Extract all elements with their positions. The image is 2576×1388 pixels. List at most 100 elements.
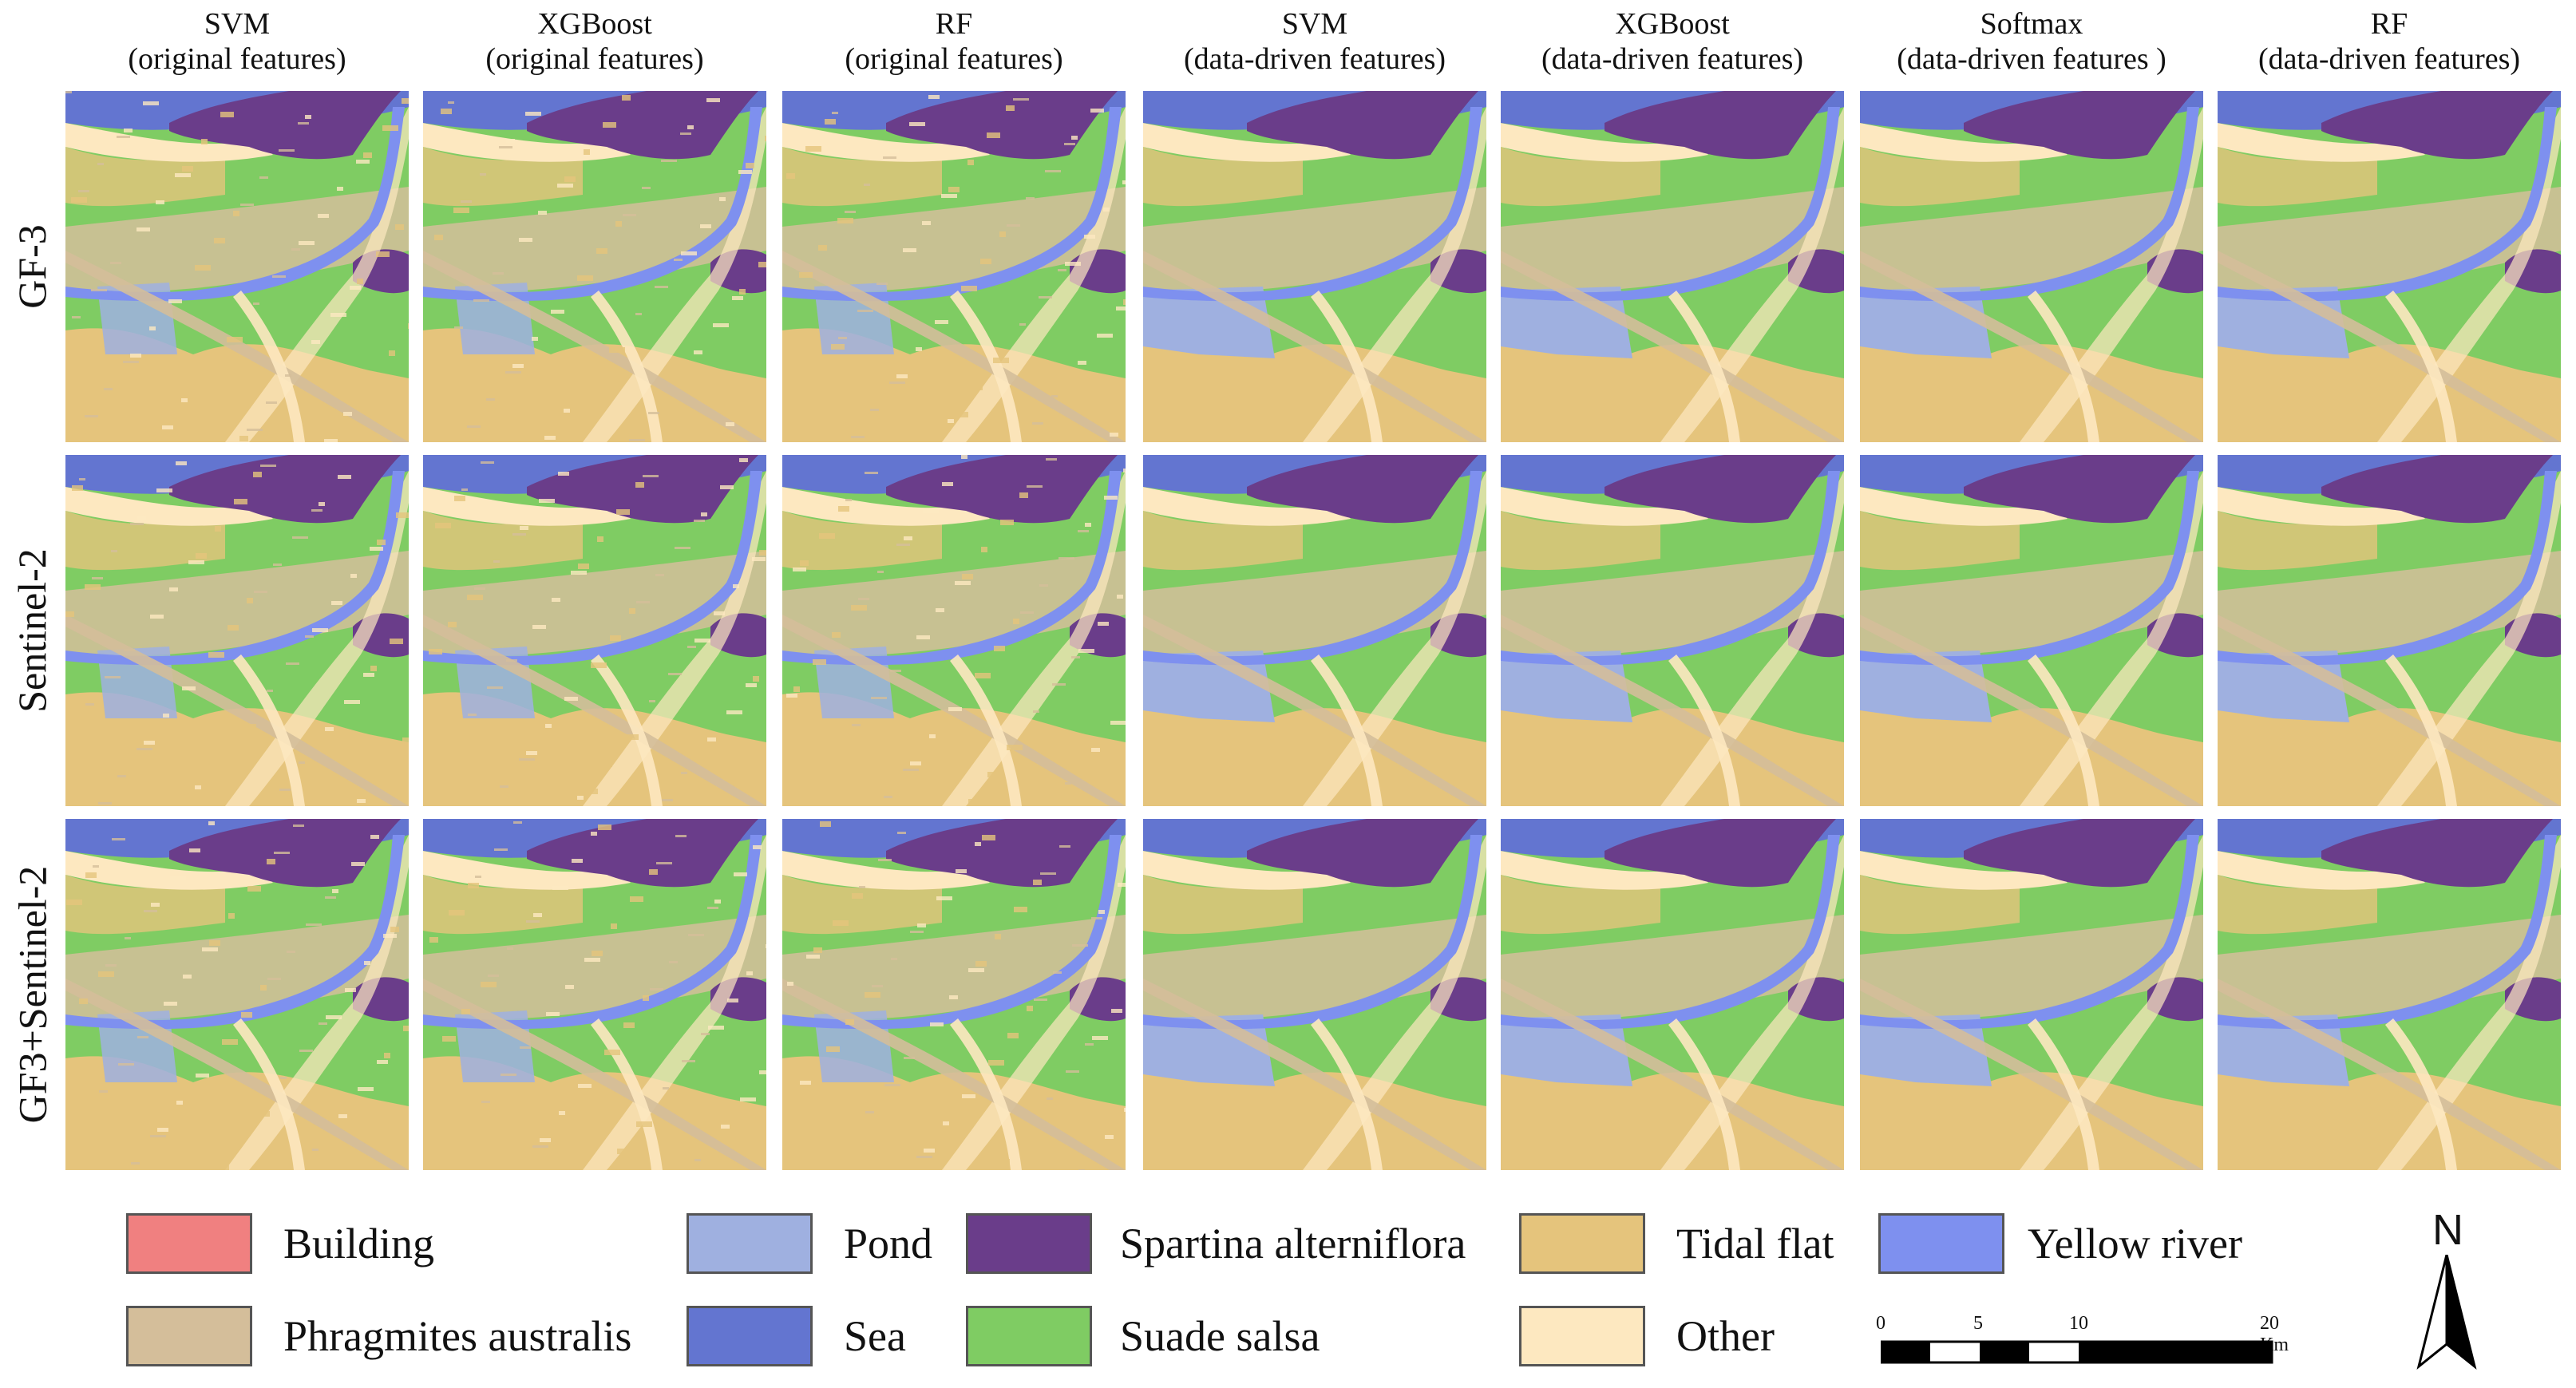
noise-patch [813,947,822,953]
legend-swatch-yellow-river [1878,1213,2004,1274]
noise-patch [513,821,522,824]
noise-patch [909,122,925,126]
noise-patch [720,485,734,489]
tidal-flat-area [1143,692,1486,806]
noise-patch [144,910,157,912]
scale-bar-graphic [1881,1340,2273,1364]
noise-patch [917,923,926,927]
noise-patch [429,649,442,654]
noise-patch [930,1022,944,1026]
noise-patch [512,364,524,368]
noise-patch [949,995,958,999]
noise-patch [505,371,521,374]
noise-patch [247,598,253,603]
noise-patch [635,313,642,315]
noise-patch [402,98,409,104]
noise-patch [92,577,103,579]
noise-patch [675,835,687,837]
noise-patch [395,224,404,230]
noise-patch [1085,523,1091,527]
noise-patch [629,608,635,614]
noise-patch [486,398,495,401]
noise-patch [494,848,508,851]
noise-patch [622,95,631,101]
other-coastal-band [2218,123,2425,162]
spartina-area [1605,91,1836,160]
noise-patch [793,567,806,571]
noise-patch [130,523,144,525]
noise-patch [642,187,651,189]
noise-patch [857,310,873,312]
noise-patch [962,1094,975,1098]
noise-patch [117,775,126,777]
noise-patch [1105,1135,1114,1139]
noise-patch [956,869,967,873]
noise-patch [935,320,948,324]
noise-patch [337,187,343,191]
noise-patch [928,95,940,99]
tidal-flat-area [1501,328,1844,442]
noise-patch [1040,872,1056,875]
noise-patch [793,856,802,860]
levee-diagonal [782,251,1126,442]
road-diagonal [591,654,663,806]
noise-patch [890,670,901,672]
noise-patch [71,197,87,203]
noise-patch [183,975,192,979]
noise-patch [1013,619,1019,624]
tidal-flat-area [1501,692,1844,806]
noise-patch [532,1145,548,1148]
noise-patch [356,160,370,164]
noise-patch [156,488,172,492]
noise-patch [435,523,451,528]
noise-patch [78,190,89,192]
noise-patch [865,992,880,998]
noise-patch [611,923,617,929]
noise-patch [72,485,83,491]
noise-patch [818,245,827,251]
noise-patch [825,119,836,125]
noise-patch [384,1053,390,1058]
noise-patch [260,465,276,467]
road-diagonal [1311,1018,1383,1170]
noise-patch [241,1012,252,1018]
noise-patch [1078,649,1094,653]
noise-patch [157,1128,168,1132]
noise-patch [578,1084,592,1088]
noise-patch [273,564,282,566]
spartina-area [169,91,401,160]
noise-patch [1000,520,1014,525]
noise-patch [332,889,338,893]
noise-patch [331,601,342,605]
noise-patch [1071,136,1078,140]
noise-patch [305,635,314,638]
noise-patch [838,506,849,512]
noise-patch [746,163,754,168]
tidal-flat-area [65,692,409,806]
levee-diagonal [1860,251,2203,442]
noise-patch [228,913,235,919]
spartina-area [886,455,1118,524]
noise-patch [609,347,625,353]
noise-patch [923,509,939,513]
noise-patch [1118,883,1126,887]
noise-patch [669,961,678,963]
noise-patch [499,146,512,148]
noise-patch [845,499,852,501]
noise-patch [858,1118,872,1124]
noise-patch [79,998,88,1004]
noise-patch [994,646,1005,651]
noise-patch [831,344,845,350]
noise-patch [312,1149,319,1151]
noise-patch [649,700,655,702]
noise-patch [826,1046,840,1052]
noise-patch [635,482,644,488]
noise-patch [655,286,668,288]
road-diagonal [1668,291,1740,442]
noise-patch [615,221,622,227]
noise-patch [636,1121,652,1127]
noise-patch [176,1101,183,1105]
noise-patch [806,785,817,791]
noise-patch [137,1036,148,1038]
noise-patch [351,862,365,866]
